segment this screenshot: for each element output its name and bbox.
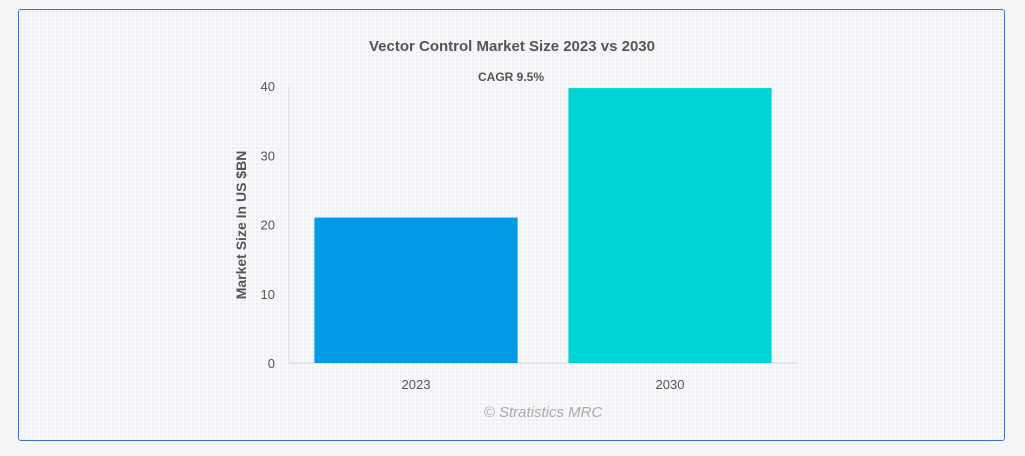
bar-2023 [314,217,518,363]
y-axis-label: Market Size In US $BN [233,151,249,300]
source-credit: © Stratistics MRC [484,404,603,421]
bar-2030 [568,88,772,363]
x-tick-label: 2030 [656,377,685,392]
bars [314,88,772,363]
x-tick-label: 2023 [402,377,431,392]
x-ticks: 2023 2030 [402,377,685,392]
cagr-annotation: CAGR 9.5% [478,70,544,84]
y-tick-label: 40 [261,79,275,94]
y-ticks: 0 10 20 30 40 [261,79,275,371]
chart-title: Vector Control Market Size 2023 vs 2030 [369,38,655,55]
y-tick-label: 30 [261,148,275,163]
y-tick-label: 20 [261,218,275,233]
y-tick-label: 0 [268,356,275,371]
y-tick-label: 10 [261,287,275,302]
